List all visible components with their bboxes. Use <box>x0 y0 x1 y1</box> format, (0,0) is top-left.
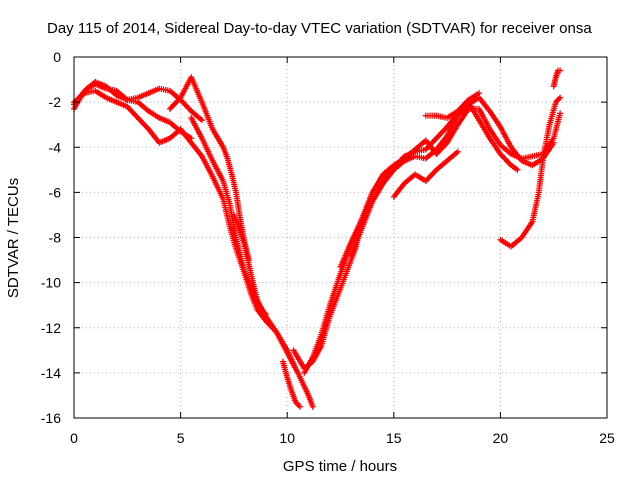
y-tick-label: -2 <box>49 94 62 110</box>
y-tick-label: -4 <box>49 139 62 155</box>
series-markers <box>230 211 269 318</box>
x-tick-label: 10 <box>279 430 295 446</box>
axis-ticks: 0 5 10 15 20 25 0 -2 -4 -6 -8 -10 -12 -14 -16 <box>41 49 615 446</box>
series-12 <box>348 94 557 259</box>
x-axis-label: GPS time / hours <box>283 458 397 475</box>
x-tick-label: 0 <box>70 430 78 446</box>
series-markers <box>422 90 483 121</box>
series-markers <box>279 358 303 410</box>
x-tick-label: 5 <box>177 430 185 446</box>
x-tick-label: 15 <box>386 430 402 446</box>
series-markers <box>497 94 564 250</box>
series-13 <box>390 148 461 200</box>
y-tick-label: -12 <box>41 320 61 336</box>
series-14 <box>422 90 483 121</box>
x-tick-label: 25 <box>599 430 615 446</box>
data-points <box>71 67 564 410</box>
series-markers <box>348 94 557 259</box>
series-8 <box>279 358 303 410</box>
series-16 <box>550 67 564 90</box>
y-tick-label: 0 <box>53 49 61 65</box>
series-markers <box>198 153 316 410</box>
x-tick-label: 20 <box>493 430 509 446</box>
series-15 <box>497 94 564 250</box>
y-tick-label: -16 <box>41 410 61 426</box>
chart-title: Day 115 of 2014, Sidereal Day-to-day VTE… <box>47 20 592 37</box>
series-7 <box>230 211 269 318</box>
y-tick-label: -6 <box>49 184 62 200</box>
series-markers <box>390 148 461 200</box>
series-markers <box>550 67 564 90</box>
y-axis-label: SDTVAR / TECUs <box>5 178 22 298</box>
series-6 <box>198 153 316 410</box>
y-tick-label: -10 <box>41 275 61 291</box>
y-tick-label: -8 <box>49 230 62 246</box>
y-tick-label: -14 <box>41 365 61 381</box>
